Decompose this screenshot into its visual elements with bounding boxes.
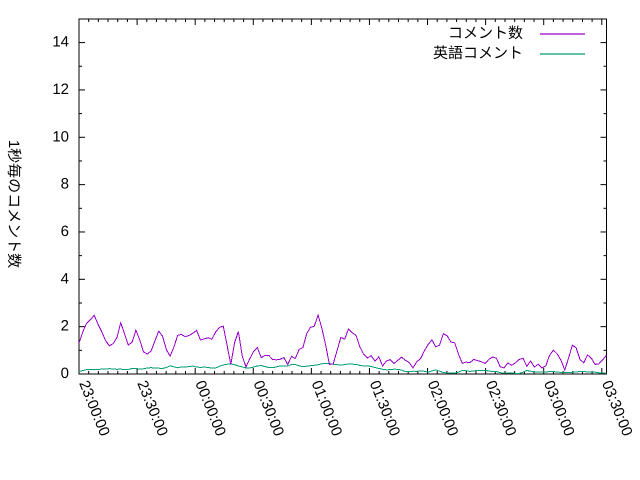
svg-text:4: 4 <box>61 270 69 287</box>
svg-text:2: 2 <box>61 318 69 335</box>
svg-text:14: 14 <box>52 34 69 51</box>
svg-text:1秒毎のコメント数: 1秒毎のコメント数 <box>5 140 22 268</box>
svg-text:6: 6 <box>61 223 69 240</box>
svg-text:英語コメント: 英語コメント <box>433 45 523 62</box>
svg-text:8: 8 <box>61 176 69 193</box>
svg-text:0: 0 <box>61 365 69 382</box>
svg-text:10: 10 <box>52 128 69 145</box>
svg-text:コメント数: コメント数 <box>448 25 523 42</box>
svg-text:12: 12 <box>52 81 69 98</box>
